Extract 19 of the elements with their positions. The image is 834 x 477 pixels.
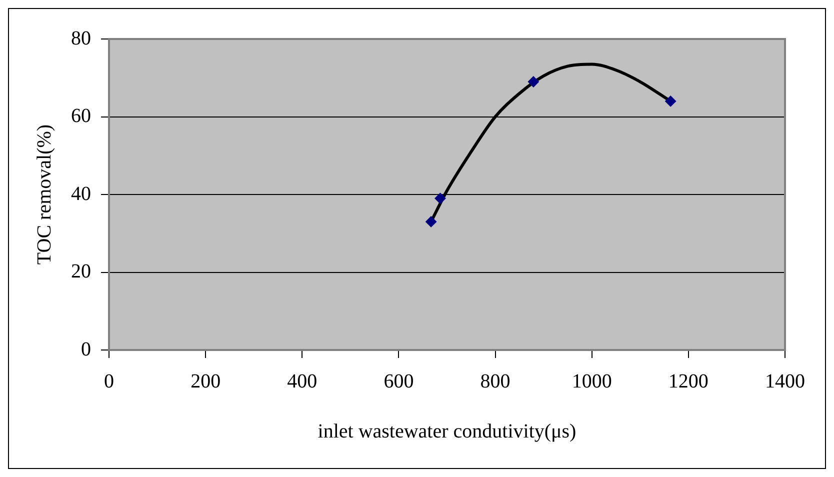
- x-tick-label: 0: [104, 370, 114, 392]
- point: [434, 192, 446, 204]
- y-tick-label: 0: [81, 338, 91, 360]
- y-tick-label: 60: [71, 105, 91, 127]
- point: [528, 76, 539, 88]
- x-tick-label: 1000: [572, 370, 612, 392]
- x-axis-title: inlet wastewater condutivity(μs): [318, 420, 576, 442]
- y-tick-label: 20: [71, 260, 91, 282]
- x-tick-label: 600: [384, 370, 414, 392]
- x-tick-label: 1200: [668, 370, 708, 392]
- y-axis-title: TOC removal(%): [33, 124, 56, 265]
- point: [426, 216, 437, 228]
- x-tick-label: 800: [480, 370, 510, 392]
- y-tick-label: 40: [71, 182, 91, 205]
- x-tick-label: 1400: [765, 370, 805, 392]
- point: [665, 96, 676, 107]
- x-tick-label: 400: [287, 370, 318, 392]
- y-tick-label: 80: [71, 27, 91, 50]
- x-tick-label: 200: [190, 370, 221, 392]
